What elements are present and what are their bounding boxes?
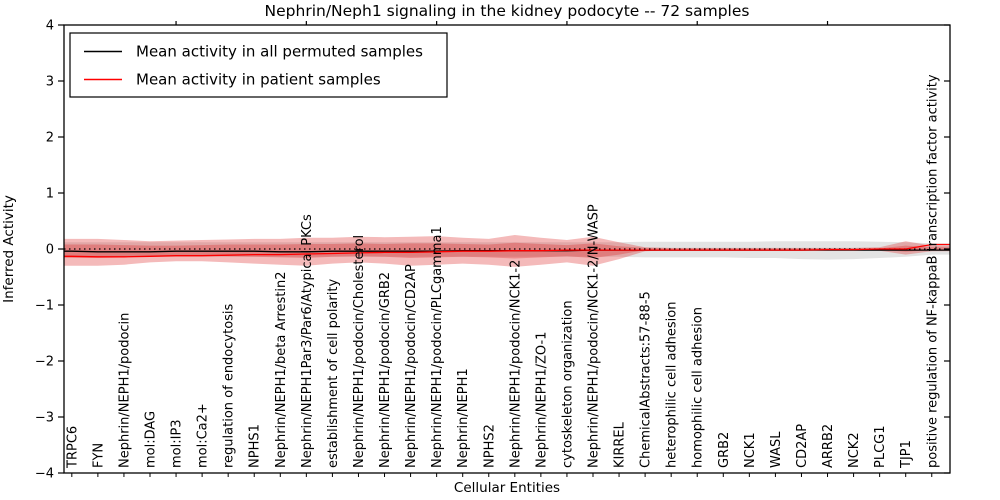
- y-tick-label: 4: [46, 19, 54, 34]
- y-axis-label: Inferred Activity: [1, 195, 17, 303]
- patient-mean-line: [64, 243, 950, 258]
- y-tick-label: 1: [46, 187, 54, 202]
- x-category-label: positive regulation of NF-kappaB transcr…: [925, 74, 940, 468]
- x-category-label: Nephrin/NEPH1/podocin/CD2AP: [404, 264, 419, 468]
- y-tick-label: −2: [35, 355, 54, 370]
- x-category-label: Nephrin/NEPH1/podocin/NCK1-2/N-WASP: [586, 204, 601, 468]
- x-category-label: Nephrin/NEPH1/ZO-1: [534, 332, 549, 468]
- legend-label-permuted: Mean activity in all permuted samples: [136, 43, 423, 61]
- y-tick-label: 0: [46, 243, 54, 258]
- x-category-label: CD2AP: [795, 424, 810, 468]
- x-category-label: WASL: [769, 431, 784, 468]
- x-category-label: regulation of endocytosis: [222, 303, 237, 468]
- x-category-label: Nephrin/NEPH1/podocin/NCK1-2: [508, 260, 523, 468]
- tick-layer: −4 −3 −2 −1 0 1 2 3 4: [35, 19, 950, 482]
- x-category-label: GRB2: [717, 432, 732, 468]
- x-category-label: ARRB2: [821, 424, 836, 468]
- line-layer: [64, 243, 950, 258]
- x-category-label: PLCG1: [873, 425, 888, 468]
- x-category-label: homophilic cell adhesion: [691, 307, 706, 468]
- x-category-label: NCK2: [847, 432, 862, 468]
- x-category-label: Nephrin/NEPH1/podocin/Cholesterol: [352, 235, 367, 468]
- x-category-label: TJP1: [899, 440, 914, 469]
- y-tick-label: −1: [35, 299, 54, 314]
- y-tick-label: −4: [35, 467, 54, 482]
- x-category-label: NPHS1: [248, 424, 263, 468]
- x-category-label-layer: TRPC6 FYN Nephrin/NEPH1/podocin mol:DAG mol:…: [65, 74, 940, 469]
- x-category-label: Nephrin/NEPH1: [456, 368, 471, 468]
- x-category-label: Nephrin/NEPH1/beta Arrestin2: [274, 272, 289, 469]
- x-category-label: ChemicalAbstracts:57-88-5: [639, 291, 654, 468]
- x-category-label: mol:Ca2+: [196, 403, 211, 468]
- x-category-label: KIRREL: [613, 421, 628, 468]
- x-category-label: NCK1: [743, 432, 758, 468]
- y-tick-label: −3: [35, 411, 54, 426]
- x-category-label: Nephrin/NEPH1/podocin/PLCgamma1: [430, 226, 445, 468]
- legend: Mean activity in all permuted samples Me…: [69, 32, 448, 98]
- x-category-label: FYN: [91, 443, 106, 468]
- chart-title: Nephrin/Neph1 signaling in the kidney po…: [265, 2, 750, 20]
- x-category-label: Nephrin/NEPH1/podocin/GRB2: [378, 272, 393, 468]
- x-category-label: establishment of cell polarity: [326, 279, 341, 468]
- x-category-label: mol:IP3: [170, 419, 185, 468]
- legend-box: [69, 32, 448, 98]
- x-category-label: Nephrin/NEPH1Par3/Par6/Atypical PKCs: [300, 214, 315, 468]
- y-tick-label: 3: [46, 75, 54, 90]
- x-category-label: mol:DAG: [143, 411, 158, 468]
- x-category-label: cytoskeleton organization: [560, 300, 575, 468]
- y-tick-label: 2: [46, 131, 54, 146]
- legend-label-patient: Mean activity in patient samples: [136, 71, 381, 89]
- x-axis-label: Cellular Entities: [454, 480, 560, 496]
- x-category-label: TRPC6: [65, 426, 80, 469]
- x-category-label: Nephrin/NEPH1/podocin: [117, 313, 132, 468]
- x-category-label: heterophilic cell adhesion: [665, 302, 680, 469]
- x-category-label: NPHS2: [482, 424, 497, 468]
